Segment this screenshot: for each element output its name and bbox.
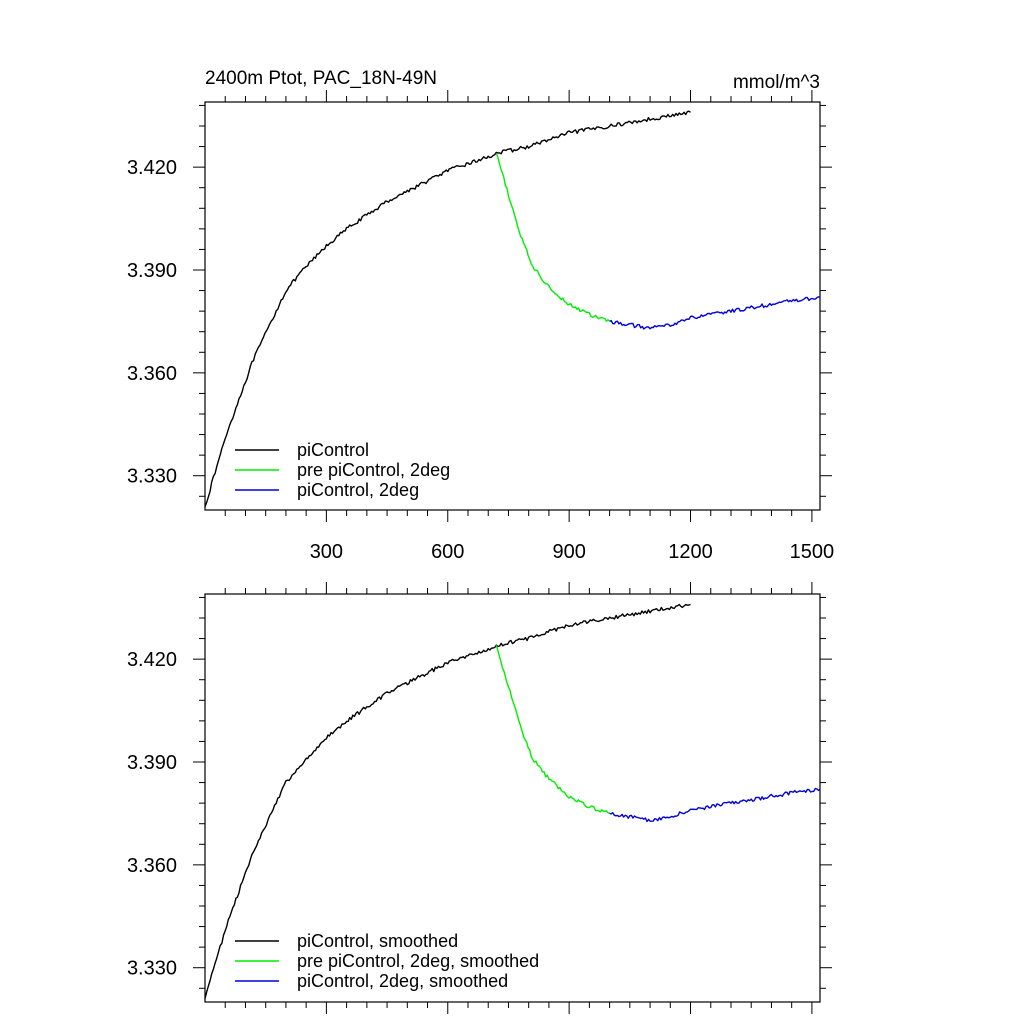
x-tick-label: 300 xyxy=(310,541,343,563)
units-label: mmol/m^3 xyxy=(733,72,820,93)
series-line-picontrol-2deg-smoothed xyxy=(609,787,821,823)
x-tick-label: 600 xyxy=(431,541,464,563)
legend-label: pre piControl, 2deg, smoothed xyxy=(297,951,539,971)
chart-title: 2400m Ptot, PAC_18N-49N xyxy=(205,68,437,89)
series-line-picontrol-2deg xyxy=(609,296,821,330)
y-tick-label: 3.330 xyxy=(127,466,177,488)
y-tick-label: 3.390 xyxy=(127,260,177,282)
series-line-pre-picontrol-2deg-smoothed xyxy=(495,645,610,815)
y-tick-label: 3.360 xyxy=(127,363,177,385)
legend-label: piControl, smoothed xyxy=(297,931,458,951)
legend-label: piControl, 2deg, smoothed xyxy=(297,971,508,991)
y-tick-label: 3.390 xyxy=(127,752,177,774)
series-line-picontrol xyxy=(204,110,691,507)
y-tick-label: 3.360 xyxy=(127,855,177,877)
y-tick-label: 3.420 xyxy=(127,157,177,179)
legend-label: piControl xyxy=(297,440,369,460)
plot-frame xyxy=(204,101,821,511)
x-tick-label: 1500 xyxy=(790,541,835,563)
plot-frame xyxy=(204,593,821,1003)
series-line-picontrol-smoothed xyxy=(204,603,691,999)
x-tick-label: 900 xyxy=(552,541,585,563)
y-tick-label: 3.330 xyxy=(127,958,177,980)
top-chart-panel: 3.330 3.360 3.390 3.420 300 600 900 1200 1500 240… xyxy=(127,68,834,563)
legend-label: piControl, 2deg xyxy=(297,480,419,500)
series-line-pre-picontrol-2deg xyxy=(495,153,611,322)
y-tick-label: 3.420 xyxy=(127,649,177,671)
x-tick-label: 1200 xyxy=(668,541,713,563)
legend-label: pre piControl, 2deg xyxy=(297,460,450,480)
